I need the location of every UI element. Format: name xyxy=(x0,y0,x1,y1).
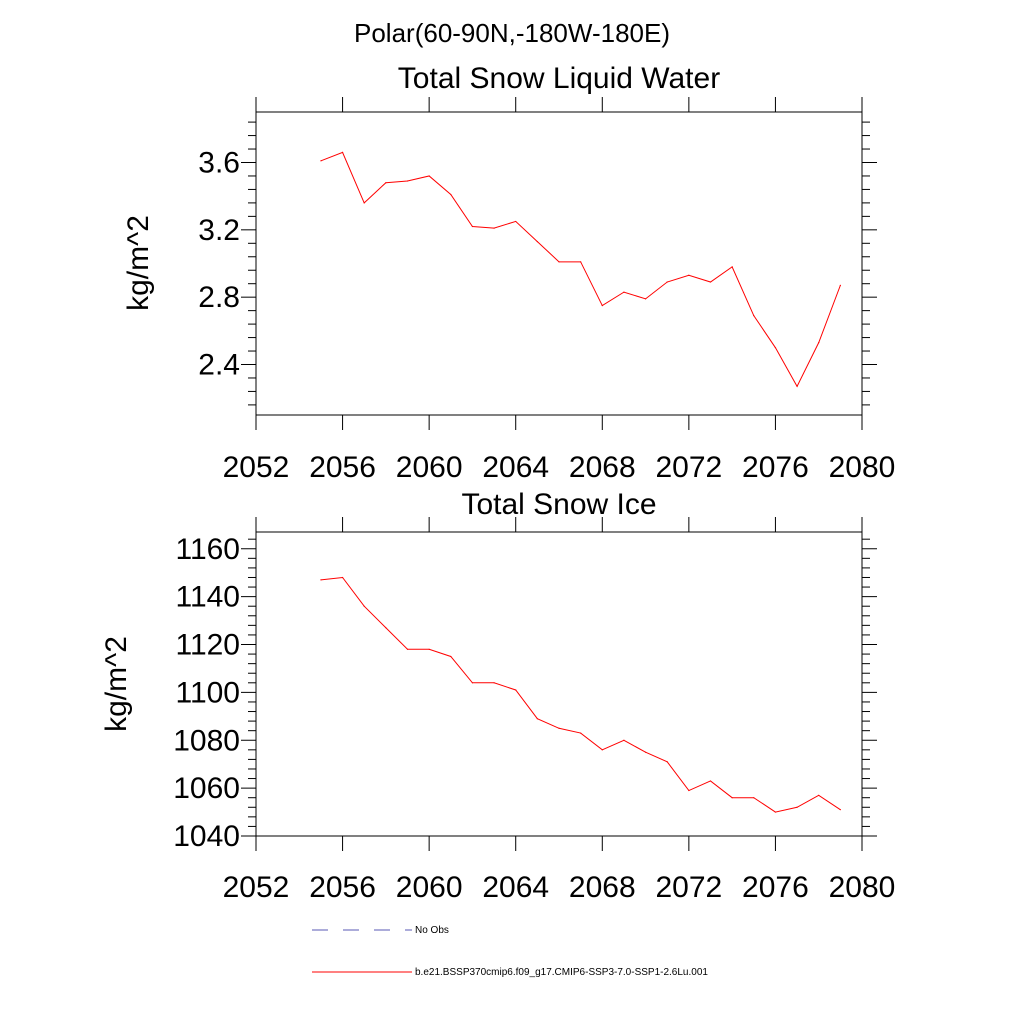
y-axis-label: kg/m^2 xyxy=(100,636,133,732)
data-point xyxy=(515,220,517,223)
x-tick-label: 2068 xyxy=(569,871,636,904)
data-point xyxy=(363,202,365,204)
data-point xyxy=(644,751,647,753)
data-point xyxy=(644,298,647,300)
data-point xyxy=(580,732,582,734)
data-point xyxy=(385,627,387,629)
legend: No Obs b.e21.BSSP370cmip6.f09_g17.CMIP6-… xyxy=(312,925,708,978)
x-tick-label: 2060 xyxy=(396,451,463,484)
data-point xyxy=(580,261,582,263)
data-point xyxy=(601,304,603,307)
y-tick-label: 3.6 xyxy=(198,147,240,180)
y-tick-label: 1100 xyxy=(175,676,240,709)
data-point xyxy=(428,175,430,177)
y-tick-label: 2.8 xyxy=(198,281,240,314)
data-point xyxy=(709,780,712,782)
plot-frame xyxy=(255,111,863,416)
data-point xyxy=(450,193,452,196)
y-tick-label: 3.2 xyxy=(198,214,240,247)
x-tick-label: 2056 xyxy=(309,451,376,484)
chart-title: Total Snow Ice xyxy=(461,488,656,521)
x-tick-label: 2076 xyxy=(742,451,809,484)
data-point xyxy=(796,385,798,387)
data-point xyxy=(320,579,322,581)
data-point xyxy=(450,655,452,658)
data-point xyxy=(493,227,495,229)
data-point xyxy=(839,809,841,811)
x-tick-label: 2080 xyxy=(829,451,896,484)
data-point xyxy=(666,281,668,283)
x-tick-label: 2076 xyxy=(742,871,809,904)
legend-label-model-run: b.e21.BSSP370cmip6.f09_g17.CMIP6-SSP3-7.… xyxy=(415,967,708,978)
y-tick-label: 1160 xyxy=(175,533,240,566)
data-point xyxy=(688,274,690,276)
data-point xyxy=(688,789,690,792)
y-tick-label: 2.4 xyxy=(198,349,240,382)
data-point xyxy=(536,718,538,720)
y-axis-label: kg/m^2 xyxy=(122,215,155,311)
data-point xyxy=(558,261,560,263)
data-point xyxy=(753,797,755,799)
data-point xyxy=(385,182,387,184)
data-point xyxy=(320,160,322,162)
y-tick-label: 1080 xyxy=(173,724,240,757)
data-point xyxy=(709,281,712,283)
data-point xyxy=(558,727,560,729)
data-point xyxy=(818,794,820,796)
y-tick-label: 1120 xyxy=(175,629,240,662)
x-tick-label: 2052 xyxy=(223,871,290,904)
legend-label-no-obs: No Obs xyxy=(415,925,449,936)
chart-title: Total Snow Liquid Water xyxy=(398,62,720,95)
x-tick-label: 2080 xyxy=(829,871,896,904)
x-tick-label: 2056 xyxy=(309,871,376,904)
y-tick-label: 1060 xyxy=(173,772,240,805)
data-point xyxy=(363,605,365,607)
data-point xyxy=(774,347,777,349)
data-point xyxy=(623,291,625,293)
x-tick-label: 2068 xyxy=(569,451,636,484)
y-tick-label: 1040 xyxy=(173,820,240,853)
x-tick-label: 2060 xyxy=(396,871,463,904)
x-tick-label: 2064 xyxy=(482,871,549,904)
x-tick-label: 2064 xyxy=(482,451,549,484)
data-point xyxy=(601,749,603,751)
data-point xyxy=(818,342,820,344)
series-line xyxy=(320,151,841,388)
x-tick-label: 2072 xyxy=(655,871,722,904)
data-point xyxy=(839,284,841,286)
data-point xyxy=(493,682,495,684)
data-point xyxy=(774,811,777,813)
data-point xyxy=(428,648,430,650)
chart-panel-snow-ice: Total Snow Ice kg/m^2 2052 2056 2060 2064 2068… xyxy=(100,488,895,904)
data-point xyxy=(731,797,733,799)
y-tick-label: 1140 xyxy=(175,581,240,614)
data-point xyxy=(341,151,344,153)
data-point xyxy=(753,315,755,317)
x-tick-label: 2052 xyxy=(223,451,290,484)
data-point xyxy=(623,739,625,741)
chart-panel-snow-liquid-water: Total Snow Liquid Water kg/m^2 2052 2056 206… xyxy=(122,62,895,484)
data-point xyxy=(406,648,409,650)
data-point xyxy=(515,689,517,691)
data-point xyxy=(796,806,798,808)
data-point xyxy=(406,180,409,182)
x-tick-label: 2072 xyxy=(655,451,722,484)
data-point xyxy=(471,682,474,684)
data-point xyxy=(666,761,668,763)
data-point xyxy=(536,241,538,243)
data-point xyxy=(341,576,344,579)
data-point xyxy=(471,225,474,228)
series-line xyxy=(320,576,841,813)
data-point xyxy=(731,266,733,268)
plot-frame xyxy=(255,531,863,837)
figure-suptitle: Polar(60-90N,-180W-180E) xyxy=(354,18,670,48)
